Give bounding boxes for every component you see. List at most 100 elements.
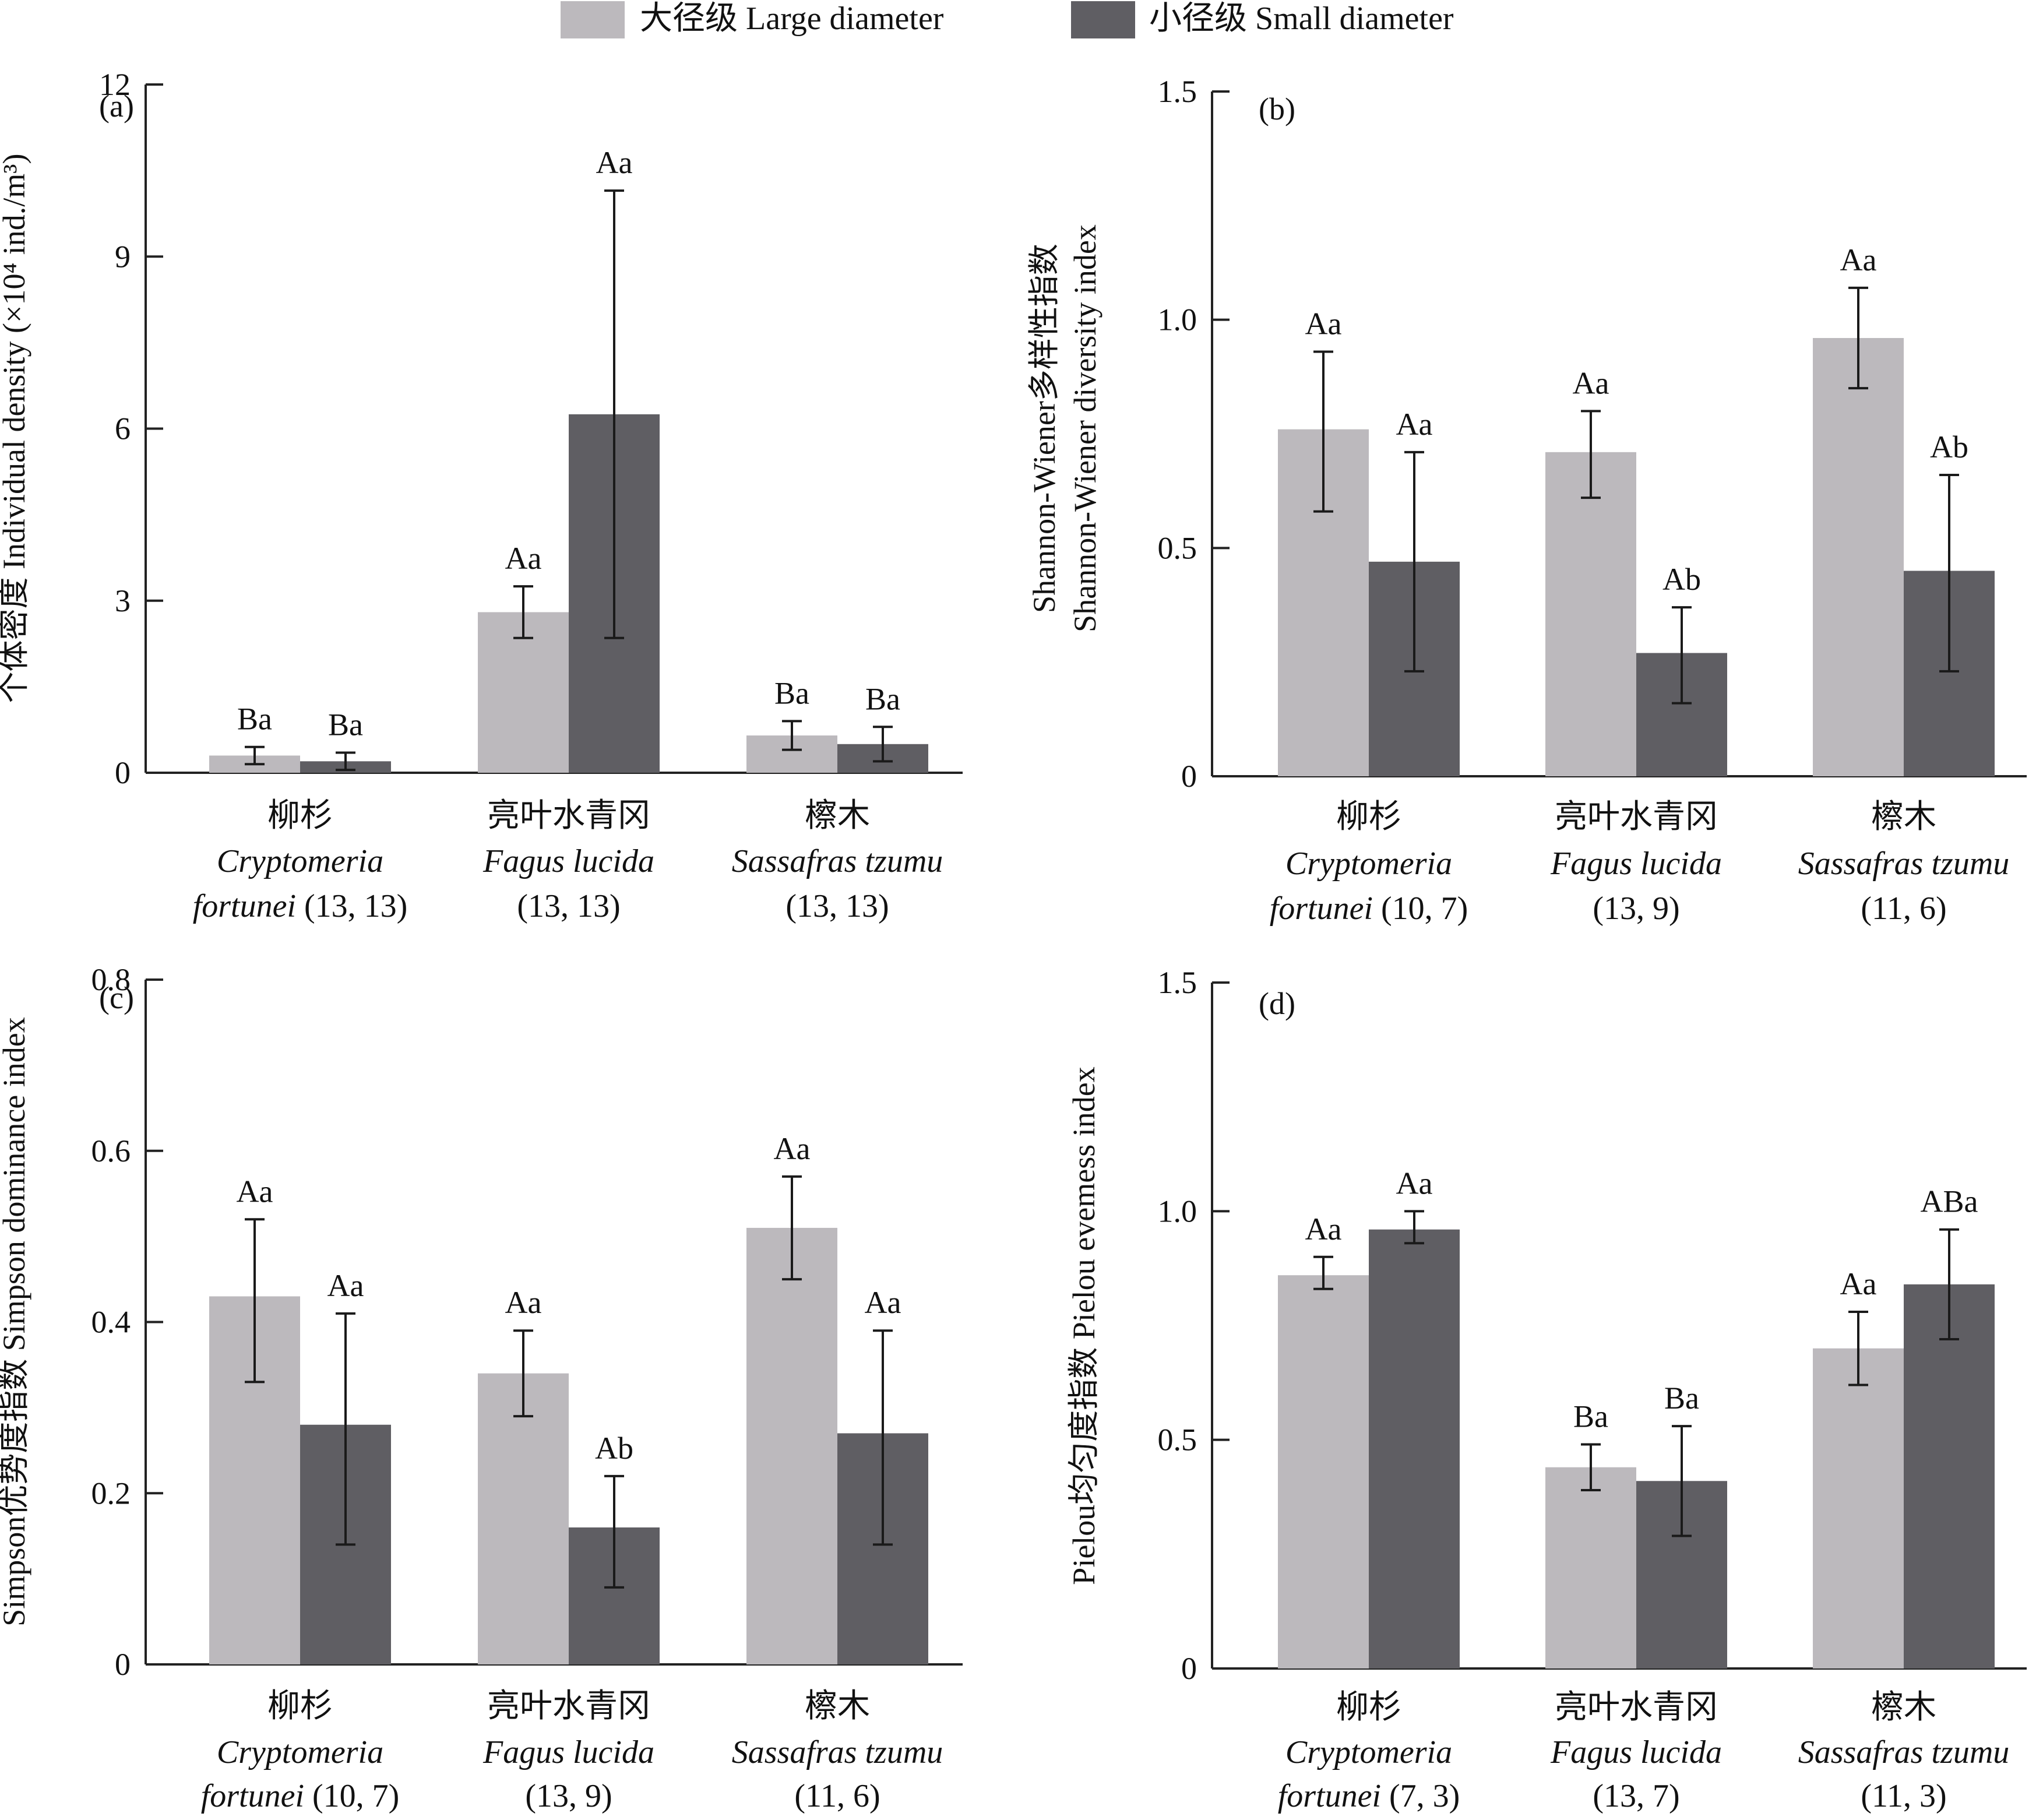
category-label-cn: 檫木 <box>1871 799 1936 835</box>
y-axis-label-line2: Shannon-Wiener diversity index <box>1068 224 1102 632</box>
category-label-cn: 柳杉 <box>1336 1689 1401 1726</box>
y-tick-label: 0 <box>115 755 131 790</box>
category-label-sample-size: (10, 7) <box>312 1778 399 1814</box>
significance-label: Aa <box>327 1268 364 1303</box>
category-label-latin: Cryptomeria <box>217 843 383 879</box>
bar-large-diameter <box>1545 1467 1636 1668</box>
significance-label: Aa <box>1305 307 1342 342</box>
significance-label: Aa <box>1573 365 1609 400</box>
category-label-cn: 亮叶水青冈 <box>1555 1689 1718 1726</box>
category-label-latin: Fagus lucida <box>482 843 654 879</box>
bar-large-diameter <box>746 1227 837 1664</box>
category-label-n: fortunei (10, 7) <box>201 1778 400 1814</box>
category-label-n: fortunei (7, 3) <box>1278 1778 1460 1814</box>
y-axis-label: 个体密度 Individual density (×10⁴ ind./m³) <box>0 154 31 703</box>
category-label-latin: Fagus lucida <box>482 1734 654 1770</box>
category-label-n: (13, 9) <box>525 1778 612 1814</box>
category-label-sample-size: (10, 7) <box>1381 890 1468 927</box>
legend-swatch-small <box>1071 1 1135 38</box>
significance-label: Ba <box>328 707 363 742</box>
category-label-n: fortunei (10, 7) <box>1270 890 1468 927</box>
legend-label-small: 小径级 Small diameter <box>1149 1 1454 37</box>
category-label-cn: 柳杉 <box>267 1688 333 1724</box>
category-label-n: (13, 7) <box>1593 1778 1679 1814</box>
y-axis-label: Pielou均匀度指数 Pielou evemess index <box>1066 1066 1101 1585</box>
panel-label: (d) <box>1259 986 1295 1021</box>
y-tick-label: 0.5 <box>1158 1423 1197 1458</box>
significance-label: Aa <box>1840 1266 1877 1301</box>
category-label-n: (11, 3) <box>1861 1778 1946 1814</box>
significance-label: Ba <box>1664 1381 1699 1416</box>
category-label-latin: Fagus lucida <box>1550 1734 1722 1770</box>
significance-label: ABa <box>1921 1184 1978 1219</box>
significance-label: Ab <box>1930 430 1968 464</box>
y-axis-label: Simpson优势度指数 Simpson dominance index <box>0 1017 31 1627</box>
y-tick-label: 0 <box>115 1647 131 1682</box>
category-label-species: fortunei <box>1278 1778 1389 1814</box>
category-label-latin: Fagus lucida <box>1550 846 1722 882</box>
category-label-cn: 亮叶水青冈 <box>1555 799 1718 835</box>
y-tick-label: 0.4 <box>91 1305 131 1340</box>
category-label-cn: 檫木 <box>805 798 870 834</box>
category-label-sample-size: (7, 3) <box>1389 1778 1460 1814</box>
panel-label: (a) <box>99 89 134 124</box>
significance-label: Aa <box>774 1131 811 1166</box>
significance-label: Ab <box>1662 562 1701 597</box>
significance-label: Aa <box>505 1285 542 1320</box>
category-label-latin: Sassafras tzumu <box>1798 846 2010 882</box>
y-tick-label: 0 <box>1181 1651 1197 1686</box>
category-label-species: fortunei <box>201 1778 312 1814</box>
significance-label: Aa <box>505 541 542 576</box>
y-tick-label: 1.0 <box>1158 302 1197 337</box>
y-tick-label: 0.8 <box>91 962 131 997</box>
bar-large-diameter <box>1813 338 1904 776</box>
bar-large-diameter <box>1278 1275 1369 1668</box>
y-tick-label: 0.6 <box>91 1133 131 1168</box>
category-label-latin: Cryptomeria <box>1285 1734 1452 1770</box>
y-tick-label: 1.5 <box>1158 965 1197 1000</box>
panel-b: 0 0.5 1.0 1.5 (b) Shannon-Wiener多样性指数 Shannon-… <box>1027 74 2027 927</box>
category-label-cn: 檫木 <box>805 1688 870 1724</box>
significance-label: Aa <box>1396 407 1433 442</box>
category-label-n: (13, 9) <box>1593 890 1679 927</box>
y-tick-label: 12 <box>99 67 131 102</box>
category-label-n: (13, 13) <box>786 888 889 924</box>
panel-d: 0 0.5 1.0 1.5 (d) Pielou均匀度指数 Pielou evemess … <box>1066 965 2027 1814</box>
category-label-cn: 亮叶水青冈 <box>487 798 650 834</box>
significance-label: Aa <box>1396 1166 1433 1201</box>
category-label-n: (11, 6) <box>794 1778 880 1814</box>
category-label-n: fortunei (13, 13) <box>193 888 408 924</box>
y-tick-label: 0 <box>1181 759 1197 794</box>
category-label-cn: 檫木 <box>1871 1689 1936 1726</box>
category-label-n: (13, 13) <box>517 888 620 924</box>
y-tick-label: 6 <box>115 411 131 446</box>
significance-label: Ab <box>595 1431 633 1466</box>
panel-a: 0 3 6 9 12(a) 个体密度 Individual density (×10⁴ i… <box>0 67 963 924</box>
bar-large-diameter <box>478 1373 569 1664</box>
panel-label: (c) <box>99 980 134 1015</box>
category-label-species: fortunei <box>1270 890 1381 927</box>
category-label-latin: Sassafras tzumu <box>732 1734 943 1770</box>
significance-label: Aa <box>1840 242 1877 277</box>
category-label-latin: Cryptomeria <box>217 1734 383 1770</box>
legend-label-large: 大径级 Large diameter <box>640 1 944 37</box>
significance-label: Ba <box>774 675 809 710</box>
legend-swatch-large <box>561 1 625 38</box>
category-label-species: fortunei <box>193 888 304 924</box>
significance-label: Aa <box>1305 1212 1342 1247</box>
significance-label: Aa <box>596 145 633 180</box>
significance-label: Aa <box>865 1285 901 1320</box>
y-tick-label: 3 <box>115 583 131 618</box>
significance-label: Aa <box>237 1174 273 1209</box>
y-tick-label: 0.5 <box>1158 530 1197 565</box>
category-label-latin: Sassafras tzumu <box>1798 1734 2010 1770</box>
category-label-sample-size: (13, 13) <box>304 888 407 924</box>
bar-small-diameter <box>1904 1284 1995 1668</box>
y-tick-label: 9 <box>115 239 131 274</box>
bar-small-diameter <box>1369 1229 1460 1668</box>
significance-label: Ba <box>237 702 272 737</box>
category-label-cn: 柳杉 <box>1336 799 1401 835</box>
y-axis-label-line1: Shannon-Wiener多样性指数 <box>1027 244 1062 613</box>
panel-label: (b) <box>1259 91 1295 126</box>
